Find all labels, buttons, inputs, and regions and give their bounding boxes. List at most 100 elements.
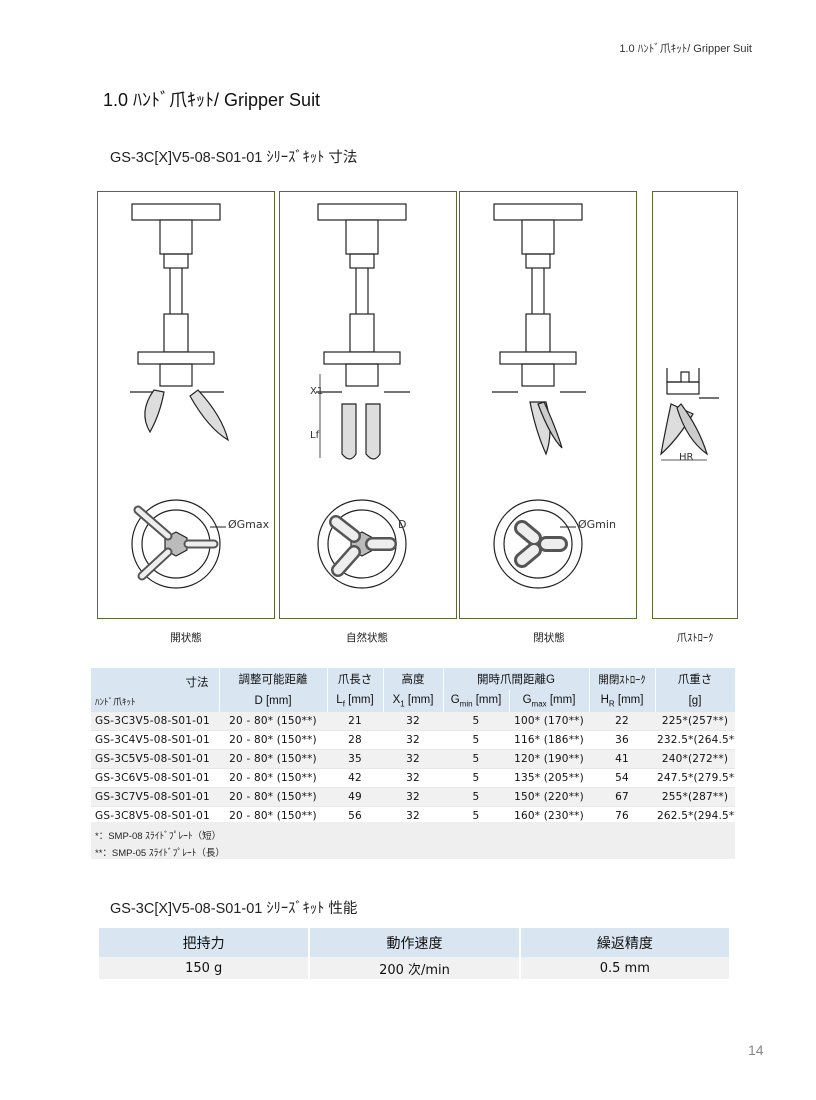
cell-gmax: 120* (190**) [509, 749, 590, 769]
corner-header: 寸法 ﾊﾝﾄﾞ爪ｷｯﾄ [91, 668, 220, 712]
running-header: 1.0 ﾊﾝﾄﾞ爪ｷｯﾄ/ Gripper Suit [619, 43, 752, 55]
header-gmin: Gmin [mm] [443, 690, 510, 712]
gmax-symbol: G [522, 693, 532, 706]
header-adjust: 調整可能距離 [219, 668, 328, 690]
perf-value-speed: 200 次/min [309, 957, 521, 979]
cell-weight: 225*(257**) [655, 712, 736, 731]
cell-weight: 262.5*(294.5**) [655, 806, 736, 826]
header-gmax: Gmax [mm] [509, 690, 590, 712]
header-stroke-unit: HR [mm] [589, 690, 656, 712]
corner-header-top: 寸法 [185, 677, 209, 689]
cell-x1: 32 [383, 787, 443, 807]
gmax-unit: [mm] [546, 693, 576, 706]
cell-lf: 42 [327, 768, 383, 788]
cell-hr: 22 [589, 712, 656, 731]
x1-subscript: 1 [400, 699, 405, 709]
header-claw-length-unit: Lf [mm] [327, 690, 384, 712]
cell-d: 20 - 80* (150**) [219, 730, 327, 750]
cell-lf: 49 [327, 787, 383, 807]
gmin-symbol: G [450, 693, 460, 706]
label-hr: HR [679, 452, 694, 463]
hr-subscript: R [608, 699, 615, 709]
hr-symbol: H [600, 693, 609, 706]
cell-gmax: 135* (205**) [509, 768, 590, 788]
lf-subscript: f [342, 699, 345, 709]
cell-gmax: 100* (170**) [509, 712, 590, 731]
table-row: GS-3C7V5-08-S01-01 20 - 80* (150**) 49 32 5 1… [91, 787, 736, 807]
caption-open-state: 開状態 [170, 632, 202, 644]
header-weight: 爪重さ [655, 668, 736, 690]
diagram-closed-state: ØGmin [459, 191, 637, 619]
caption-natural-state: 自然状態 [346, 632, 388, 644]
cell-hr: 54 [589, 768, 656, 788]
label-lf: Lf [310, 430, 320, 441]
label-d: D [398, 518, 406, 531]
cell-d: 20 - 80* (150**) [219, 768, 327, 788]
label-x1: X1 [310, 386, 323, 397]
cell-x1: 32 [383, 730, 443, 750]
perf-header-speed: 動作速度 [309, 928, 521, 957]
gmin-subscript: min [459, 699, 473, 709]
cell-lf: 21 [327, 712, 383, 731]
cell-model: GS-3C6V5-08-S01-01 [91, 768, 219, 788]
note-long-plate: **：SMP-05 ｽﾗｲﾄﾞﾌﾟﾚｰﾄ（長） [95, 848, 225, 859]
diagram-open-state: ØGmax [97, 191, 275, 619]
dimensions-title: GS-3C[X]V5-08-S01-01 ｼﾘｰｽﾞｷｯﾄ 寸法 [110, 150, 358, 166]
cell-x1: 32 [383, 768, 443, 788]
cell-d: 20 - 80* (150**) [219, 712, 327, 731]
lf-symbol: L [336, 693, 343, 706]
cell-gmax: 160* (230**) [509, 806, 590, 826]
lf-unit: [mm] [344, 693, 374, 706]
cell-model: GS-3C4V5-08-S01-01 [91, 730, 219, 750]
cell-gmin: 5 [443, 787, 509, 807]
table-row: GS-3C6V5-08-S01-01 20 - 80* (150**) 42 32 5 1… [91, 768, 736, 788]
header-stroke: 開閉ｽﾄﾛｰｸ [589, 668, 656, 690]
table-row: GS-3C4V5-08-S01-01 20 - 80* (150**) 28 32 5 1… [91, 730, 736, 750]
section-title: 1.0 ﾊﾝﾄﾞ爪ｷｯﾄ/ Gripper Suit [103, 90, 321, 110]
page-number: 14 [748, 1042, 764, 1058]
table-notes: *：SMP-08 ｽﾗｲﾄﾞﾌﾟﾚｰﾄ（短） **：SMP-05 ｽﾗｲﾄﾞﾌﾟ… [91, 822, 735, 859]
header-open-distance: 開時爪間距離G [443, 668, 590, 690]
cell-hr: 36 [589, 730, 656, 750]
diagram-claw-stroke: HR [652, 191, 738, 619]
perf-header-repeatability: 繰返精度 [519, 928, 732, 957]
performance-table: 把持力 動作速度 繰返精度 150 g 200 次/min 0.5 mm [99, 928, 732, 979]
cell-gmin: 5 [443, 768, 509, 788]
header-height-unit: X1 [mm] [383, 690, 444, 712]
cell-model: GS-3C7V5-08-S01-01 [91, 787, 219, 807]
cell-hr: 76 [589, 806, 656, 826]
hr-unit: [mm] [614, 693, 644, 706]
header-adjust-unit: D [mm] [219, 690, 328, 712]
cell-d: 20 - 80* (150**) [219, 787, 327, 807]
perf-value-repeatability: 0.5 mm [519, 957, 732, 979]
x1-symbol: X [392, 693, 401, 706]
diagram-natural-state: X1 Lf D [279, 191, 457, 619]
gmax-subscript: max [531, 699, 547, 709]
gmin-unit: [mm] [472, 693, 502, 706]
header-height: 高度 [383, 668, 444, 690]
cell-model: GS-3C5V5-08-S01-01 [91, 749, 219, 769]
table-row: GS-3C5V5-08-S01-01 20 - 80* (150**) 35 32 5 1… [91, 749, 736, 769]
cell-model: GS-3C8V5-08-S01-01 [91, 806, 219, 826]
dimension-spec-table: 寸法 ﾊﾝﾄﾞ爪ｷｯﾄ 調整可能距離 爪長さ 高度 開時爪間距離G 開閉ｽﾄﾛｰ… [91, 668, 736, 826]
cell-weight: 255*(287**) [655, 787, 736, 807]
perf-value-grip-force: 150 g [99, 957, 311, 979]
label-gmax: ØGmax [228, 518, 270, 531]
cell-gmax: 150* (220**) [509, 787, 590, 807]
cell-x1: 32 [383, 749, 443, 769]
cell-gmin: 5 [443, 712, 509, 731]
cell-gmin: 5 [443, 749, 509, 769]
cell-gmax: 116* (186**) [509, 730, 590, 750]
perf-header-grip-force: 把持力 [99, 928, 311, 957]
cell-weight: 247.5*(279.5**) [655, 768, 736, 788]
header-claw-length: 爪長さ [327, 668, 384, 690]
cell-weight: 240*(272**) [655, 749, 736, 769]
performance-title: GS-3C[X]V5-08-S01-01 ｼﾘｰｽﾞｷｯﾄ 性能 [110, 901, 358, 917]
cell-hr: 67 [589, 787, 656, 807]
label-gmin: ØGmin [578, 518, 616, 531]
corner-header-bottom: ﾊﾝﾄﾞ爪ｷｯﾄ [95, 697, 136, 707]
cell-weight: 232.5*(264.5**) [655, 730, 736, 750]
caption-closed-state: 閉状態 [533, 632, 565, 644]
cell-model: GS-3C3V5-08-S01-01 [91, 712, 219, 731]
caption-claw-stroke: 爪ｽﾄﾛｰｸ [676, 632, 714, 644]
